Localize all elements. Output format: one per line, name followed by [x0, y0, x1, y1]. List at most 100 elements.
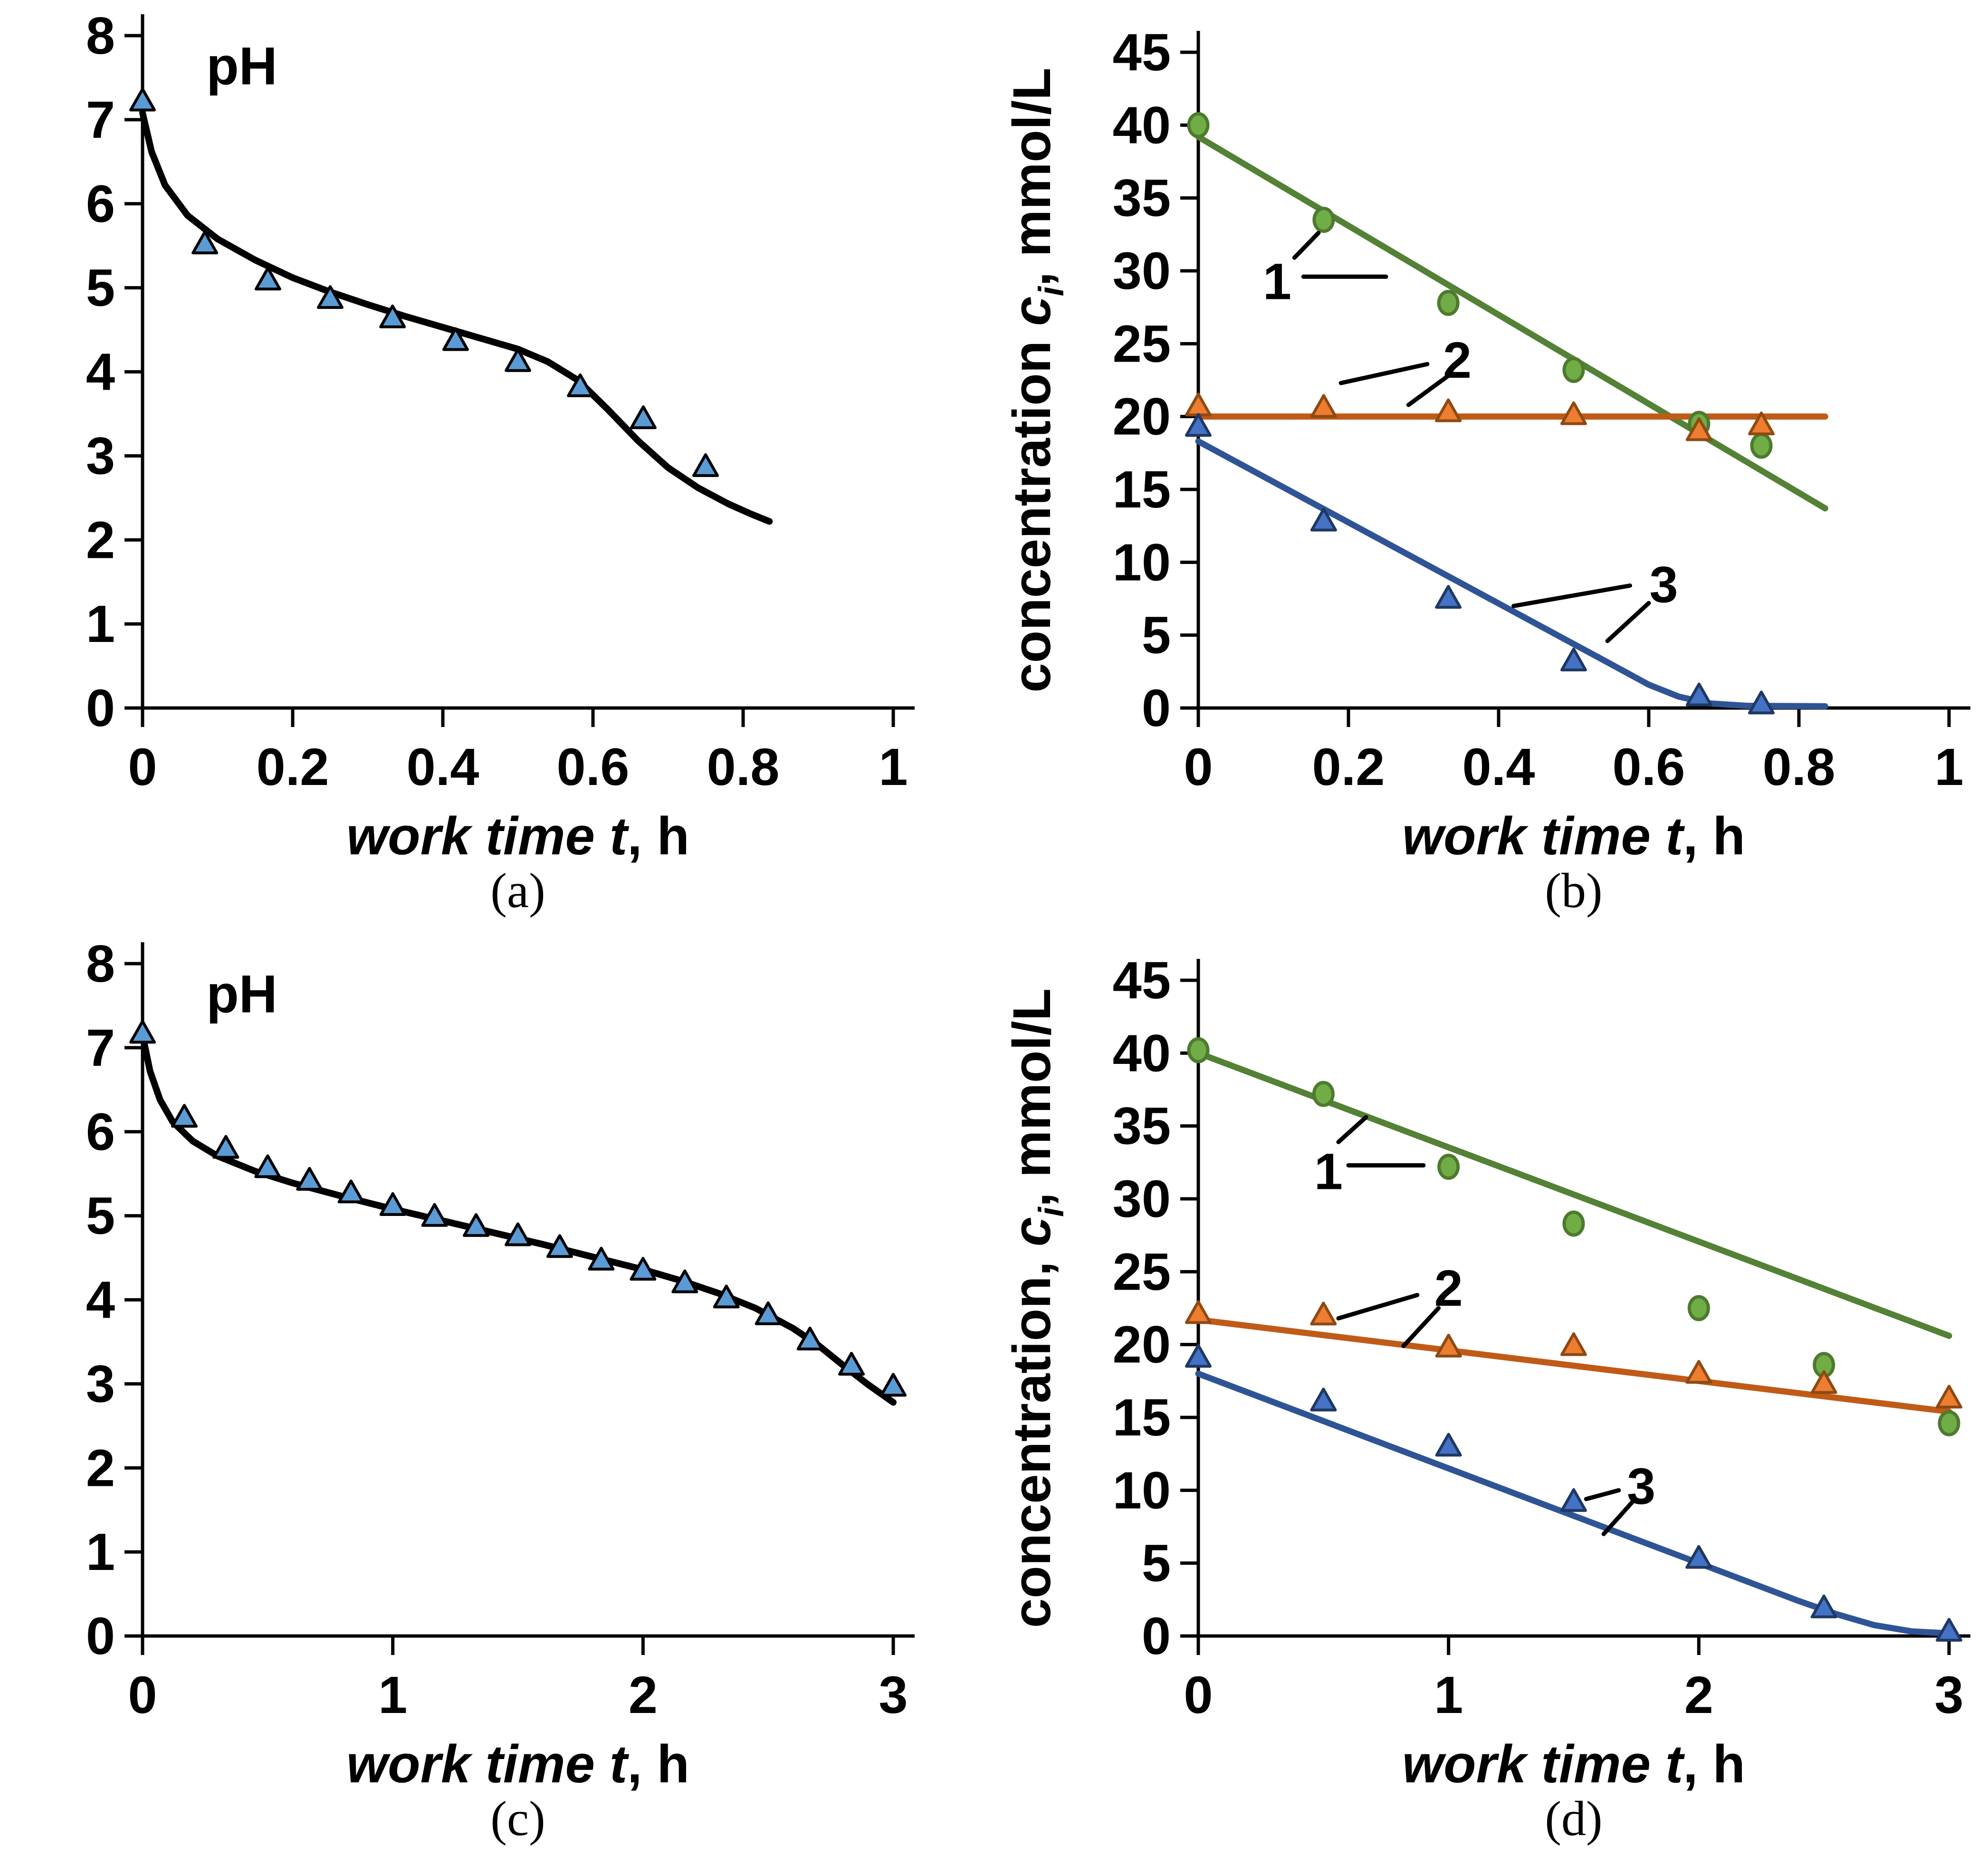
y-tick-label: 25 [1113, 315, 1171, 373]
experimental-ph-triangle-marker [296, 1167, 323, 1191]
species-2-points-triangle-marker [1560, 401, 1587, 425]
species-1-points-circle-marker [1687, 1295, 1710, 1321]
experimental-ph-triangle-marker [442, 327, 469, 351]
x-tick-label: 0.6 [1613, 738, 1685, 796]
y-tick-label: 45 [1113, 951, 1171, 1010]
species-2-points-triangle-marker [1810, 1370, 1837, 1394]
species-3-points-triangle-marker [1435, 1433, 1462, 1457]
panel-d: 0 5 10 15 20 25 30 35 40 45 0 1 2 3 work time t, h conc… [994, 928, 1988, 1856]
species-1-points-circle-marker [1938, 1410, 1960, 1436]
panel-b: 0 5 10 15 20 25 30 35 40 45 0 0.2 0.4 0.6 0.8 1 work tim… [994, 0, 1988, 928]
annotation-leader-line [1401, 1306, 1441, 1349]
y-tick-label: 6 [86, 175, 115, 233]
y-tick-label: 2 [86, 511, 115, 569]
y-tick-label: 3 [86, 1355, 115, 1413]
y-tick-label: 0 [1142, 1607, 1171, 1665]
species-1-points-circle-marker [1187, 1037, 1210, 1063]
x-axis-label: work time t, h [1402, 1734, 1745, 1793]
experimental-ph-triangle-marker [505, 348, 531, 372]
species-1-fit-line [1195, 134, 1828, 512]
experimental-ph-triangle-marker [755, 1301, 782, 1325]
model-fit-curve [139, 1032, 897, 1406]
experimental-ph-triangle-marker [630, 1257, 657, 1281]
series-number-label: 3 [1627, 1457, 1655, 1515]
panel-a-chart: 0 1 2 3 4 5 6 7 8 0 0.2 0.4 0.6 0.8 1 work time t, h pH [86, 7, 915, 865]
panel-d-chart: 0 5 10 15 20 25 30 35 40 45 0 1 2 3 work time t, h conc… [1002, 951, 1970, 1793]
y-tick-label: 25 [1113, 1243, 1171, 1301]
species-1-points-circle-marker [1437, 1154, 1460, 1180]
x-axis-label: work time t, h [346, 1734, 689, 1793]
y-tick-label: 8 [86, 935, 115, 993]
species-3-points-triangle-marker [1310, 1387, 1337, 1412]
x-axis-label: work time t, h [1402, 806, 1745, 865]
x-tick-label: 0 [1184, 1666, 1213, 1724]
species-3-points-triangle-marker [1560, 1488, 1587, 1512]
y-tick-label: 10 [1113, 533, 1171, 592]
experimental-ph-triangle-marker [588, 1246, 615, 1271]
y-tick-label: 30 [1113, 1170, 1171, 1228]
annotation-leader-line [1584, 1488, 1621, 1502]
experimental-ph-triangle-marker [129, 1020, 156, 1044]
experimental-ph-triangle-marker [880, 1373, 907, 1397]
y-tick-label: 45 [1113, 23, 1171, 82]
species-1-points-circle-marker [1750, 432, 1773, 459]
annotation-leader-line [1406, 373, 1451, 407]
species-3-points-triangle-marker [1810, 1594, 1837, 1618]
annotation-leader-line [1338, 362, 1430, 385]
y-tick-label: 40 [1113, 1024, 1171, 1082]
y-tick-label: 5 [86, 1187, 115, 1245]
species-1-points-circle-marker [1562, 357, 1585, 383]
y-tick-label: 6 [86, 1103, 115, 1161]
species-1-fit-line [1195, 1050, 1952, 1339]
species-3-points-triangle-marker [1936, 1617, 1962, 1642]
experimental-ph-triangle-marker [671, 1269, 698, 1293]
x-tick-label: 0 [128, 738, 157, 796]
y-tick-label: 0 [1142, 679, 1171, 737]
x-tick-label: 2 [629, 1666, 658, 1724]
panel-a: 0 1 2 3 4 5 6 7 8 0 0.2 0.4 0.6 0.8 1 work time t, h pH … [0, 0, 994, 928]
experimental-ph-triangle-marker [567, 373, 594, 397]
species-3-points-triangle-marker [1685, 1545, 1712, 1569]
y-tick-label: 4 [86, 1271, 115, 1330]
y-tick-label: 20 [1113, 388, 1171, 446]
annotation-leader-line [1336, 1292, 1420, 1320]
species-2-points-triangle-marker [1185, 392, 1212, 417]
y-tick-label: 3 [86, 427, 115, 485]
experimental-ph-triangle-marker [129, 87, 156, 112]
species-1-points-circle-marker [1187, 112, 1210, 138]
y-tick-label: 7 [86, 91, 115, 149]
y-tick-label: 35 [1113, 169, 1171, 228]
panel-b-chart: 0 5 10 15 20 25 30 35 40 45 0 0.2 0.4 0.6 0.8 1 work tim… [1002, 23, 1970, 865]
y-tick-label: 7 [86, 1019, 115, 1077]
species-1-points-circle-marker [1312, 207, 1335, 233]
experimental-ph-triangle-marker [254, 267, 281, 291]
species-2-points-triangle-marker [1936, 1385, 1962, 1409]
plot-inner-label: pH [206, 965, 277, 1024]
model-fit-curve [139, 109, 773, 525]
series-number-label: 3 [1650, 555, 1678, 613]
species-1-points-circle-marker [1312, 1081, 1335, 1107]
x-tick-label: 1 [1434, 1666, 1463, 1724]
x-tick-label: 0.4 [1462, 738, 1535, 796]
panel-a-caption: (a) [490, 863, 545, 918]
experimental-ph-triangle-marker [337, 1179, 364, 1204]
y-tick-label: 5 [86, 259, 115, 317]
experimental-ph-triangle-marker [630, 405, 657, 430]
series-number-label: 2 [1434, 1259, 1463, 1317]
plot-inner-label: pH [206, 37, 277, 96]
x-tick-label: 0.2 [1312, 738, 1385, 796]
species-3-points-triangle-marker [1560, 647, 1587, 671]
x-tick-label: 0.6 [557, 738, 630, 796]
species-2-points-triangle-marker [1560, 1332, 1587, 1356]
species-2-points-triangle-marker [1435, 398, 1462, 422]
experimental-ph-triangle-marker [546, 1234, 573, 1258]
annotation-leader-line [1336, 1115, 1368, 1144]
species-2-points-triangle-marker [1310, 394, 1337, 418]
annotation-leader-line [1511, 583, 1632, 608]
y-tick-label: 10 [1113, 1461, 1171, 1520]
experimental-ph-triangle-marker [463, 1213, 490, 1237]
species-3-points-triangle-marker [1685, 682, 1712, 707]
y-axis-label: concentration ci, mmol/L [1002, 68, 1071, 693]
series-number-label: 1 [1314, 1143, 1343, 1200]
